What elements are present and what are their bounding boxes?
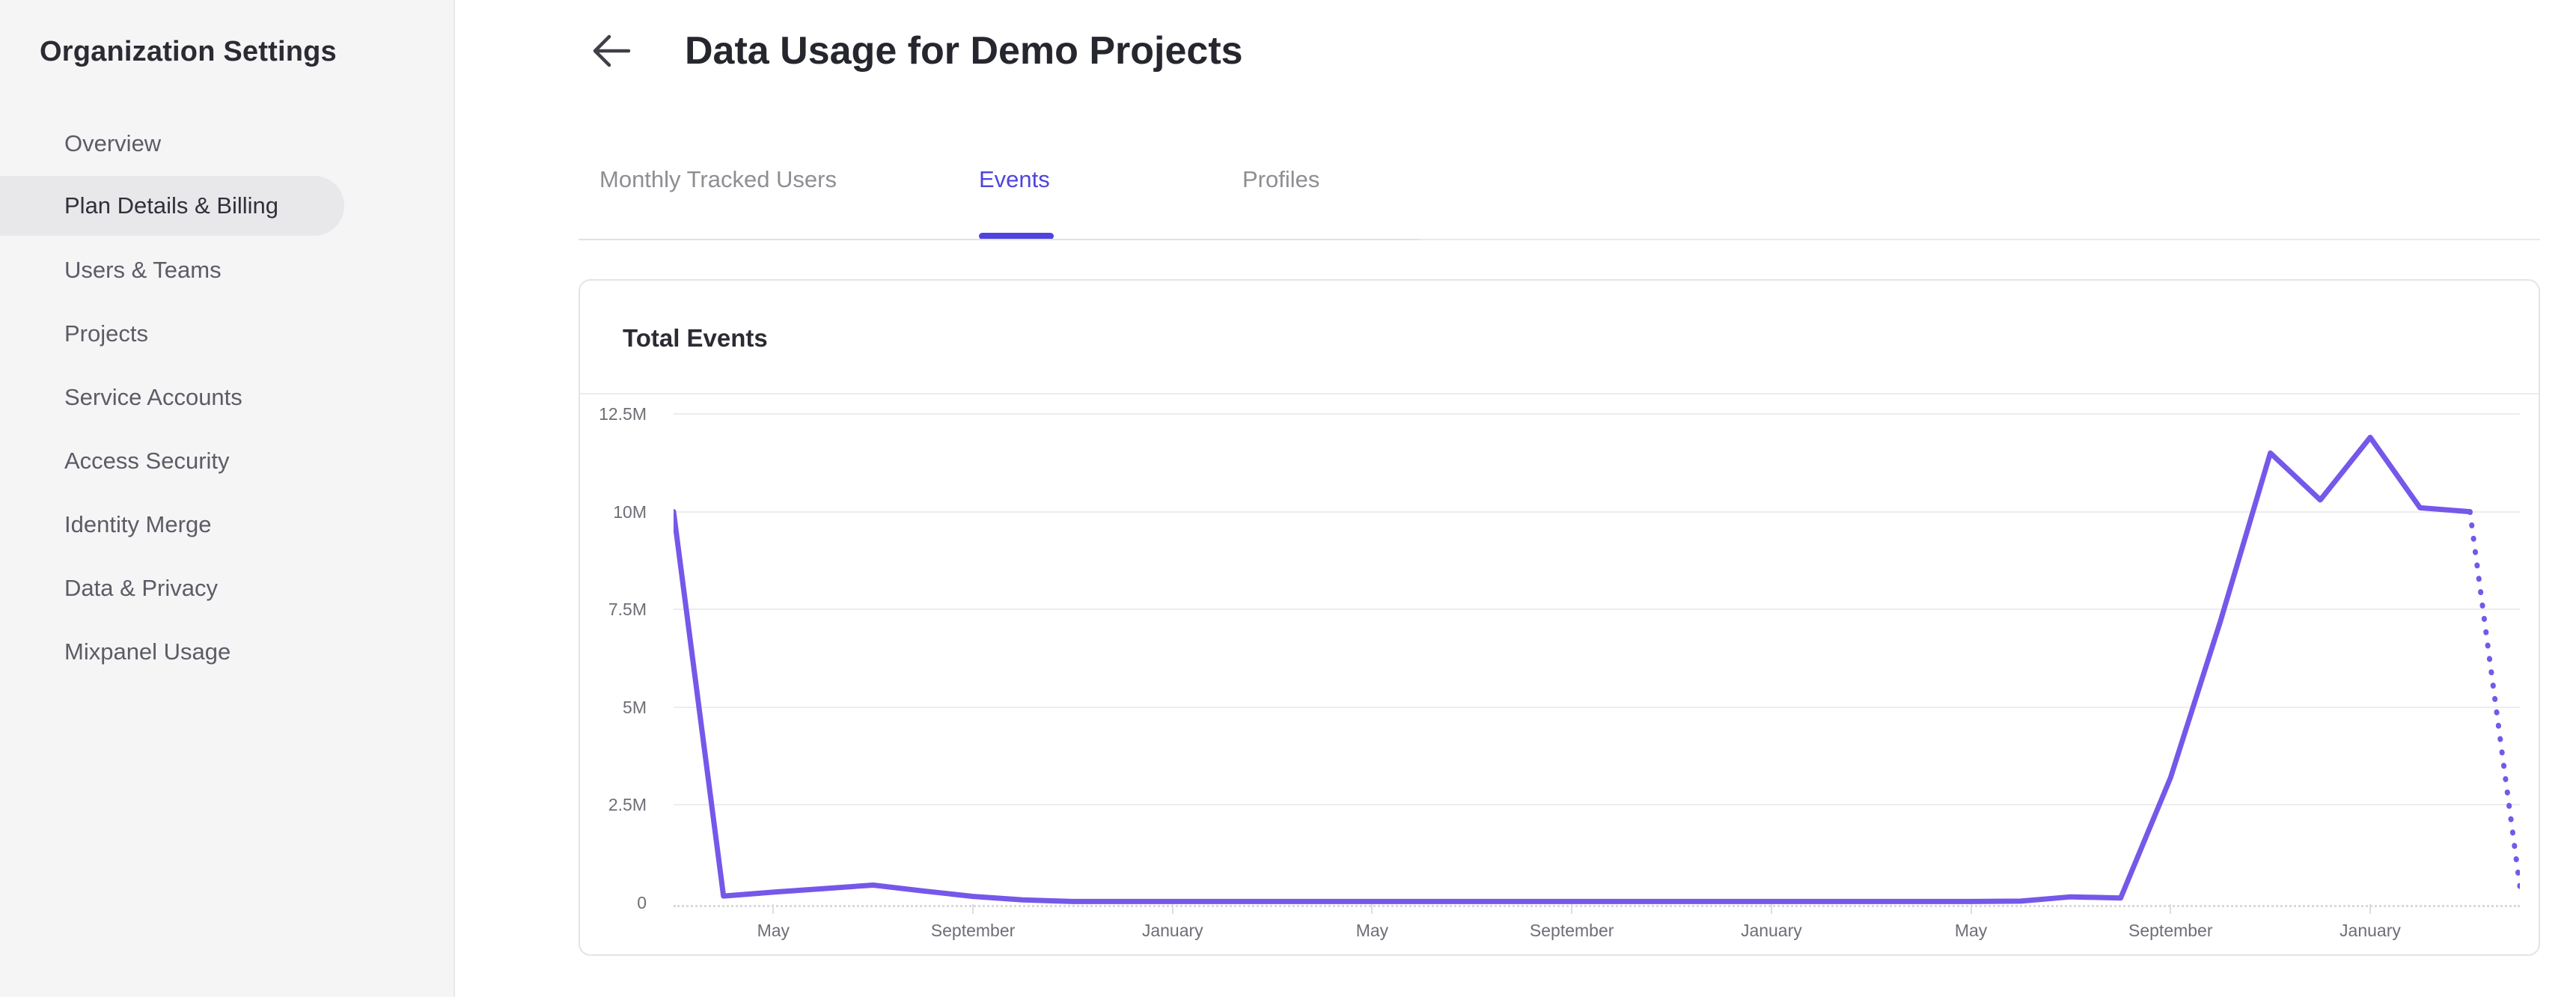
left-arrow-icon [592,33,631,73]
y-axis-label-7.5M: 7.5M [608,600,647,620]
active-tab-underline [979,233,1054,240]
card-title: Total Events [623,324,768,352]
tabs-divider-strip [579,239,1420,240]
x-axis-tick [1371,904,1373,914]
x-axis-label-january: January [1141,921,1203,940]
sidebar-item-mixpanel-usage[interactable]: Mixpanel Usage [64,638,231,665]
events-usage-chart[interactable]: 0 2.5M 5M 7.5M 10M 12.5M May September January Ma… [580,281,2539,954]
gridline-7.5M [674,609,2520,611]
x-axis-tick [1970,904,1972,914]
x-axis-label-january: January [2340,921,2401,940]
gridline-12.5M [674,413,2520,415]
x-axis-tick [1571,904,1573,914]
total-events-line [674,434,2520,904]
x-axis-tick [972,904,974,914]
sidebar: Organization Settings Overview Plan Deta… [0,0,455,997]
y-axis-label-12.5M: 12.5M [599,404,647,424]
card-header: Total Events [580,281,2539,394]
x-axis-baseline [674,905,2520,907]
x-axis-tick [772,904,775,914]
tab-events[interactable]: Events [979,166,1050,192]
gridline-10M [674,510,2520,513]
x-axis-label-january: January [1740,921,1802,940]
x-axis-tick [2170,904,2172,914]
tab-profiles[interactable]: Profiles [1242,166,1320,192]
gridline-5M [674,706,2520,708]
tab-monthly-tracked-users[interactable]: Monthly Tracked Users [599,166,837,192]
x-axis-tick [1770,904,1772,914]
actual-usage-segment [674,434,2473,904]
sidebar-item-identity-merge[interactable]: Identity Merge [64,511,212,537]
sidebar-item-projects[interactable]: Projects [64,320,148,347]
x-axis-label-september: September [1529,921,1614,940]
projected-usage-segment [2467,509,2520,889]
y-axis-label-5M: 5M [623,697,647,717]
x-axis-tick [1171,904,1173,914]
sidebar-item-data-privacy[interactable]: Data & Privacy [64,575,219,601]
x-axis-label-september: September [930,921,1016,940]
back-button[interactable] [590,33,632,72]
sidebar-item-users-teams[interactable]: Users & Teams [64,257,222,283]
x-axis-label-september: September [2128,921,2213,940]
x-axis-tick [2369,904,2371,914]
y-axis-label-2.5M: 2.5M [608,795,647,815]
y-axis-label-0: 0 [637,893,647,912]
total-events-card: Total Events 0 2.5M 5M 7.5M 10M 12.5M May Septe… [579,279,2540,956]
sidebar-item-service-accounts[interactable]: Service Accounts [64,384,242,410]
sidebar-item-plan-details-billing[interactable]: Plan Details & Billing [0,176,344,236]
sidebar-title: Organization Settings [40,36,337,67]
x-axis-label-may: May [757,921,790,940]
page-title: Data Usage for Demo Projects [685,29,1243,73]
x-axis-label-may: May [1355,921,1389,940]
x-axis-label-may: May [1954,921,1988,940]
sidebar-item-access-security[interactable]: Access Security [64,448,230,474]
tabs-divider [579,239,2540,240]
gridline-2.5M [674,804,2520,806]
sidebar-item-overview[interactable]: Overview [64,130,162,156]
y-axis-label-10M: 10M [613,501,647,522]
